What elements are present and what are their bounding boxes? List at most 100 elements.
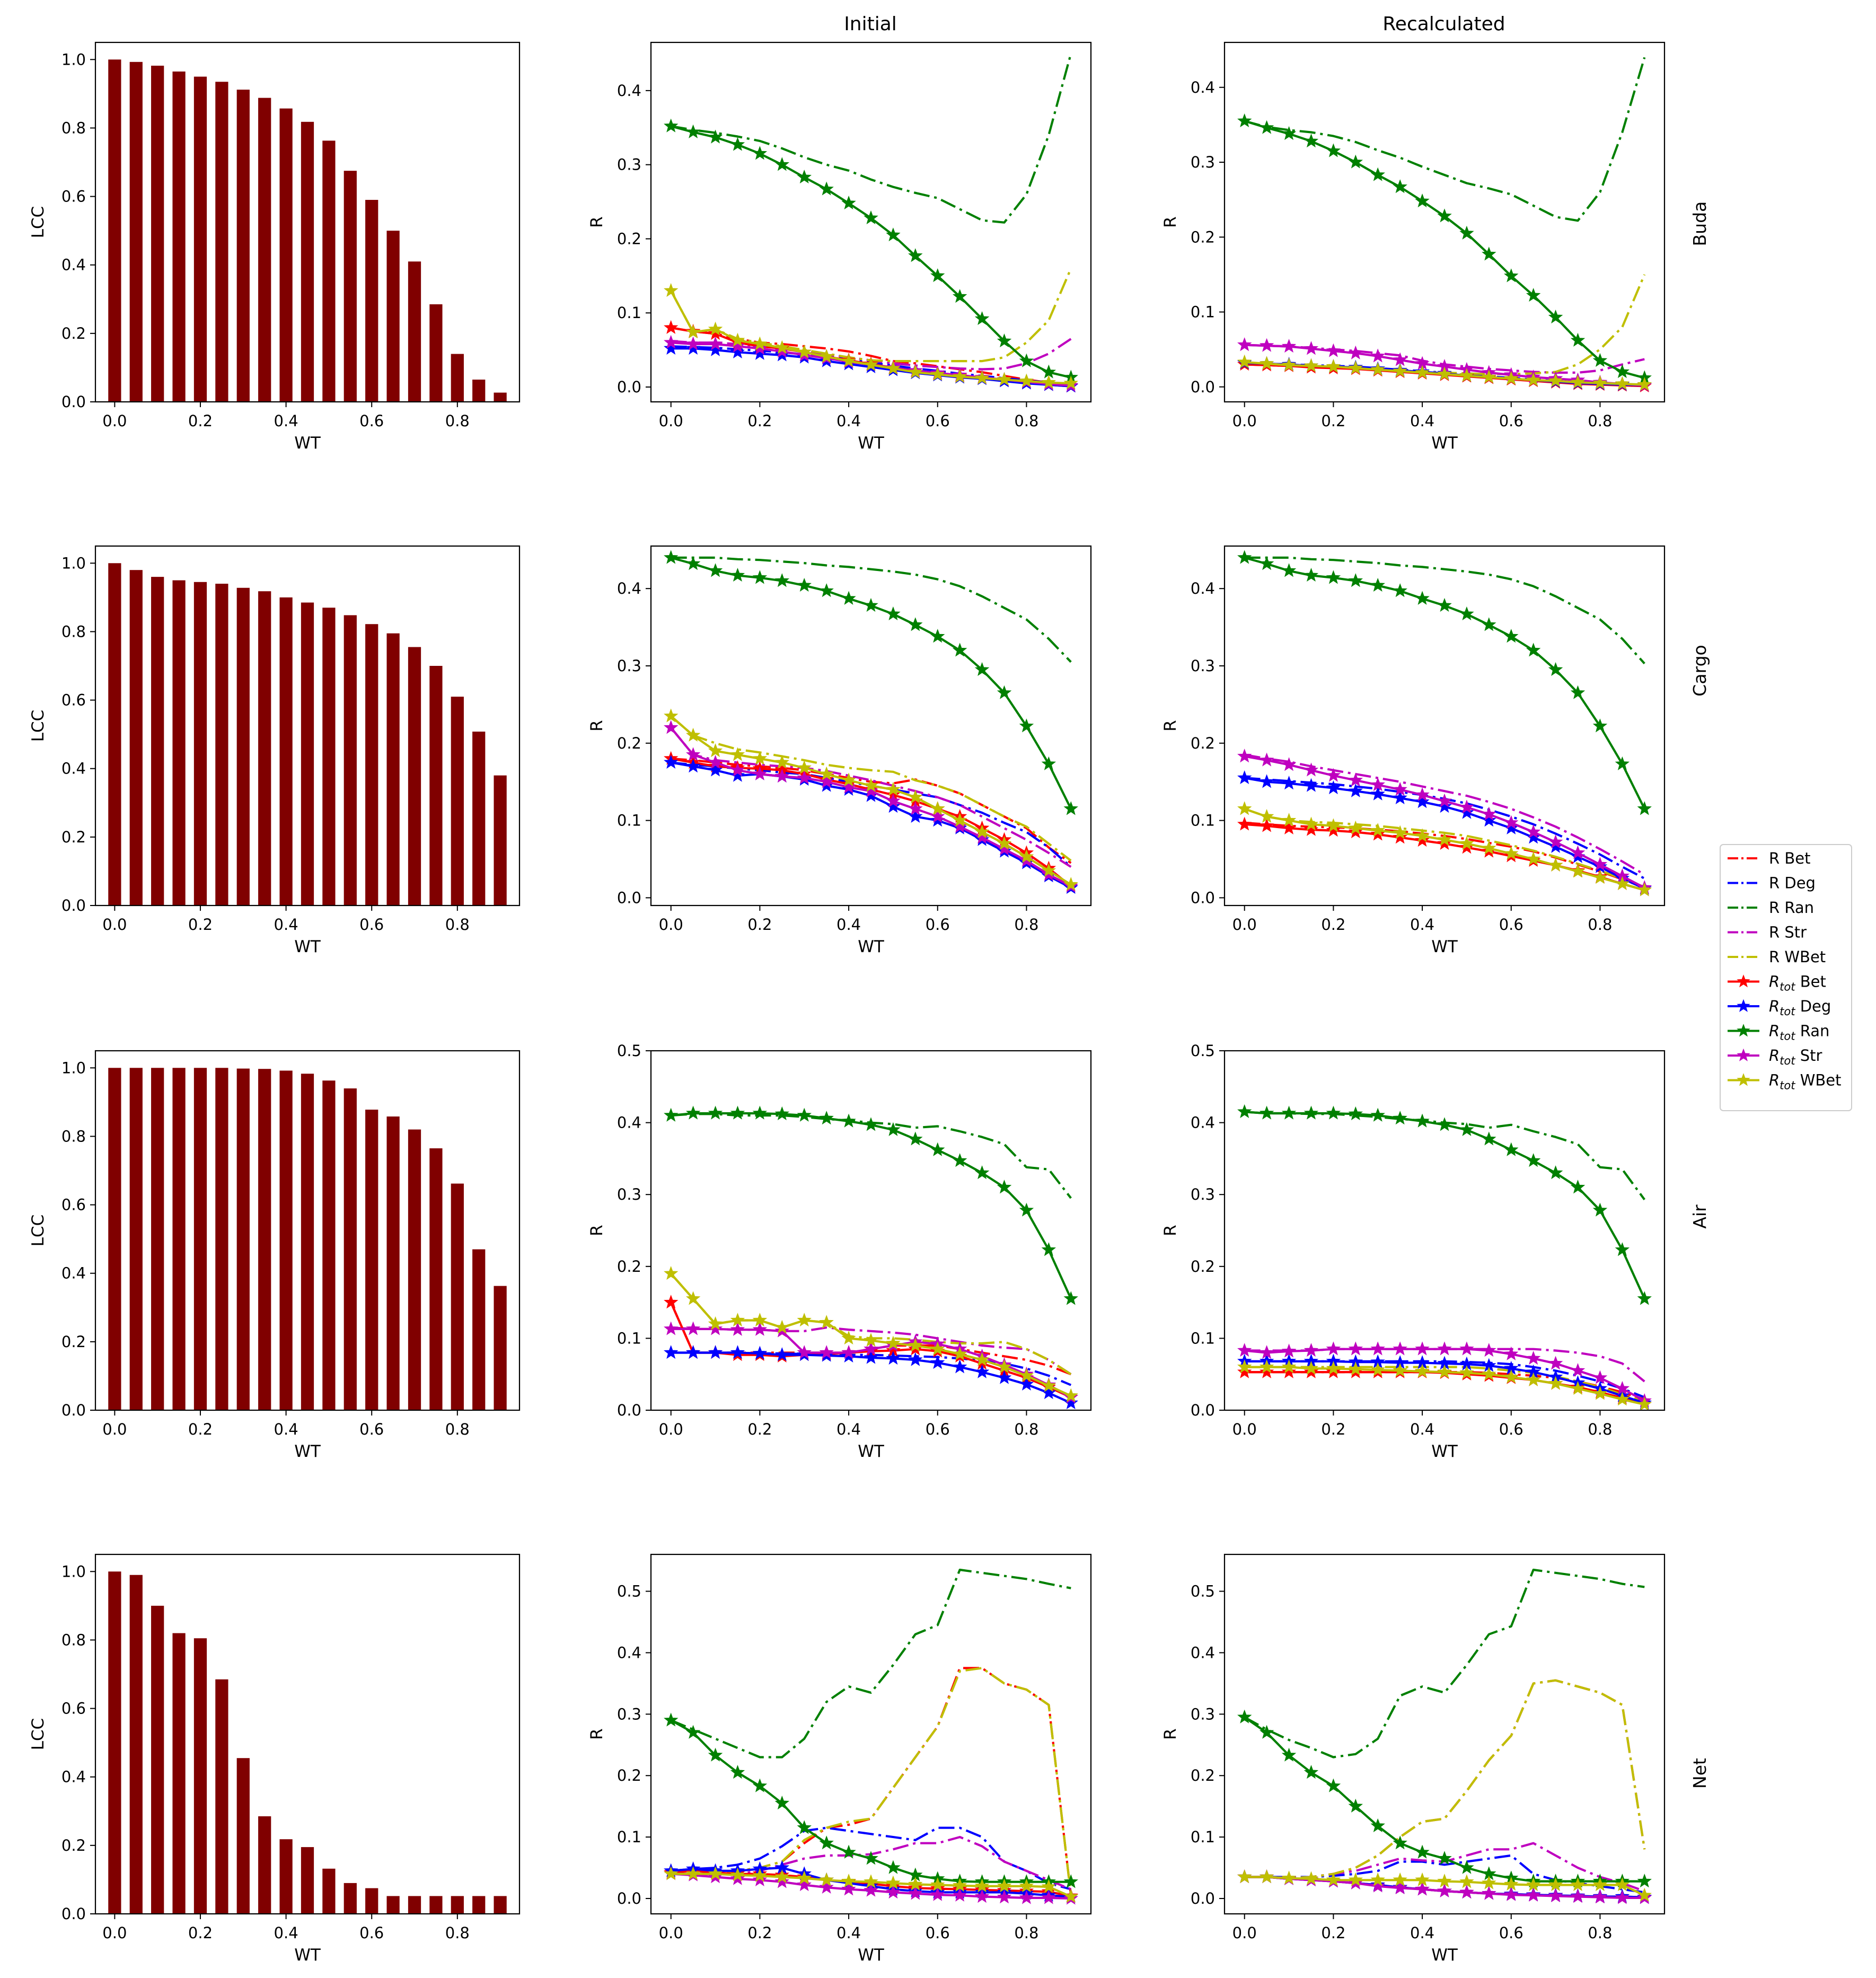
marker-star — [1237, 749, 1252, 763]
bar — [236, 1068, 250, 1410]
legend-label: R Ran — [1769, 899, 1814, 917]
x-tick-label: 0.4 — [836, 1924, 861, 1942]
y-axis-label: R — [1161, 1225, 1180, 1236]
plot-area — [108, 1068, 507, 1410]
marker-star — [752, 1872, 768, 1886]
marker-star — [1303, 762, 1319, 777]
y-axis-label: LCC — [29, 710, 48, 742]
marker-star — [1348, 772, 1363, 787]
x-tick-label: 0.4 — [1410, 1924, 1434, 1942]
marker-star — [664, 118, 679, 133]
marker-star — [1303, 1764, 1319, 1779]
marker-star — [1570, 845, 1586, 859]
x-tick-label: 0.6 — [359, 1924, 384, 1942]
marker-star — [708, 1316, 723, 1330]
marker-star — [1437, 798, 1452, 813]
marker-star — [908, 1886, 923, 1900]
marker-star — [1393, 583, 1407, 597]
bar — [129, 61, 143, 402]
marker-star — [1348, 345, 1363, 359]
x-axis-label: WT — [1431, 1946, 1458, 1965]
y-tick-label: 0.4 — [61, 760, 86, 778]
bar — [301, 1847, 314, 1914]
marker-star — [1281, 776, 1297, 790]
bar — [108, 1068, 121, 1410]
plot-area — [664, 1105, 1078, 1410]
x-axis-label: WT — [294, 937, 321, 956]
marker-star — [1393, 781, 1407, 796]
marker-star — [730, 338, 745, 353]
marker-star — [886, 1884, 901, 1899]
x-tick-label: 0.2 — [747, 916, 772, 934]
marker-star — [1393, 1880, 1407, 1894]
marker-star — [1259, 556, 1274, 570]
y-tick-label: 0.3 — [617, 1705, 641, 1723]
bar — [429, 666, 443, 906]
y-tick-label: 0.3 — [617, 657, 641, 675]
marker-star — [1259, 752, 1274, 767]
marker-star — [664, 1107, 679, 1122]
x-tick-label: 0.0 — [102, 916, 127, 934]
bar — [301, 121, 314, 402]
marker-star — [774, 769, 790, 783]
bar — [258, 591, 271, 906]
y-tick-label: 0.1 — [617, 812, 641, 830]
row-label-net: Net — [1689, 1758, 1710, 1789]
marker-star — [1548, 309, 1563, 324]
marker-star — [908, 364, 923, 379]
marker-star — [664, 720, 679, 734]
marker-star — [1259, 356, 1274, 370]
y-tick-label: 0.6 — [61, 188, 86, 206]
y-tick-label: 0.3 — [1191, 1185, 1215, 1203]
marker-star — [1041, 1879, 1056, 1893]
marker-star — [819, 1111, 834, 1125]
marker-star — [1548, 834, 1563, 849]
legend-marker-star — [1737, 1024, 1750, 1037]
marker-star — [1415, 1341, 1430, 1356]
marker-star — [952, 1887, 967, 1902]
x-tick-label: 0.4 — [1410, 412, 1434, 430]
y-tick-label: 0.5 — [617, 1583, 641, 1601]
bar — [322, 140, 336, 402]
marker-star — [708, 342, 723, 356]
y-tick-label: 0.2 — [61, 1836, 86, 1854]
axes-frame — [94, 1050, 521, 1411]
bar — [151, 577, 164, 906]
marker-star — [819, 774, 834, 788]
marker-star — [752, 766, 768, 780]
marker-star — [1415, 828, 1430, 842]
marker-star — [1303, 1343, 1319, 1357]
y-tick-label: 0.2 — [617, 1766, 641, 1784]
y-axis-label: R — [587, 216, 606, 228]
marker-star — [664, 283, 679, 297]
marker-star — [997, 372, 1012, 386]
marker-star — [1393, 790, 1407, 804]
marker-star — [841, 1330, 856, 1345]
column-title-initial: Initial — [844, 13, 897, 35]
bar — [472, 380, 486, 402]
legend-label: R Bet — [1769, 849, 1810, 867]
marker-star — [1281, 757, 1297, 771]
legend-label: Rtot Str — [1769, 1047, 1822, 1067]
bar — [215, 584, 228, 906]
marker-star — [1459, 606, 1474, 620]
marker-star — [1570, 1362, 1586, 1377]
bar — [386, 633, 400, 906]
y-tick-label: 0.1 — [617, 1828, 641, 1846]
marker-star — [1570, 1180, 1586, 1194]
marker-star — [1615, 876, 1630, 890]
bar — [108, 59, 121, 402]
marker-star — [1393, 1341, 1407, 1356]
marker-star — [664, 340, 679, 355]
legend-marker-star — [1737, 999, 1750, 1012]
marker-star — [819, 1835, 834, 1850]
x-axis-label: WT — [858, 1946, 885, 1965]
marker-star — [1370, 786, 1385, 801]
marker-star — [1281, 126, 1297, 140]
marker-star — [1637, 1396, 1652, 1410]
marker-star — [886, 1350, 901, 1365]
bar — [344, 1883, 357, 1914]
marker-star — [1259, 774, 1274, 788]
marker-star — [1526, 287, 1541, 302]
bar — [108, 563, 121, 906]
